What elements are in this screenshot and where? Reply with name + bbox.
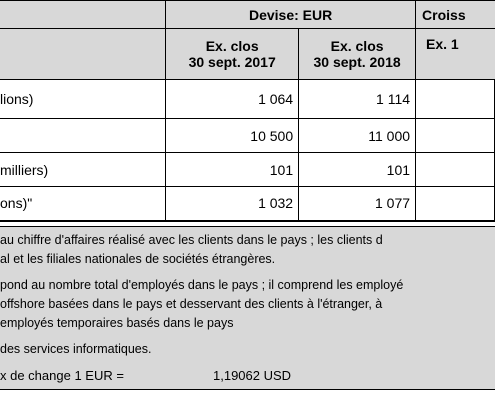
- cell-2017: 10 500: [165, 118, 300, 153]
- row-label: lions): [0, 79, 166, 119]
- cell-2018: 101: [298, 152, 417, 187]
- exchange-rate-value: 1,19062 USD: [213, 368, 292, 383]
- header-blank-cell: [0, 0, 166, 29]
- footnote-line: al et les filiales nationales de société…: [0, 252, 276, 266]
- currency-header: Devise: EUR: [165, 0, 417, 29]
- footnote-line: au chiffre d'affaires réalisé avec les c…: [0, 233, 383, 247]
- column-header-growth: Ex. 1: [415, 28, 495, 80]
- column-header-2018: Ex. clos 30 sept. 2018: [298, 28, 417, 80]
- cell-growth: [415, 118, 495, 153]
- cell-growth: [415, 152, 495, 187]
- header-blank-cell: [0, 28, 166, 80]
- footnote-line: des services informatiques.: [0, 342, 152, 356]
- row-label: ons)": [0, 186, 166, 222]
- cell-growth: [415, 186, 495, 222]
- cell-2017: 101: [165, 152, 300, 187]
- column-header-2017-line2: 30 sept. 2017: [188, 54, 276, 70]
- exchange-rate-label: x de change 1 EUR =: [0, 368, 124, 383]
- cell-2017: 1 064: [165, 79, 300, 119]
- column-header-2017-line1: Ex. clos: [205, 37, 259, 54]
- column-header-2018-line1: Ex. clos: [330, 37, 384, 54]
- cell-2018: 11 000: [298, 118, 417, 153]
- growth-header: Croiss: [415, 0, 495, 29]
- data-table: Devise: EUR Croiss Ex. clos 30 sept. 201…: [0, 0, 495, 222]
- row-label: [0, 118, 166, 153]
- row-label: milliers): [0, 152, 166, 187]
- column-header-2018-line2: 30 sept. 2018: [313, 54, 401, 70]
- footnote-line: offshore basées dans le pays et desserva…: [0, 297, 383, 311]
- cell-2018: 1 077: [298, 186, 417, 222]
- footnotes-panel: au chiffre d'affaires réalisé avec les c…: [0, 226, 495, 390]
- footnote-line: pond au nombre total d'employés dans le …: [0, 278, 404, 292]
- cell-2018: 1 114: [298, 79, 417, 119]
- footnote-line: employés temporaires basés dans le pays: [0, 316, 234, 330]
- column-header-2017: Ex. clos 30 sept. 2017: [165, 28, 300, 80]
- cell-growth: [415, 79, 495, 119]
- cell-2017: 1 032: [165, 186, 300, 222]
